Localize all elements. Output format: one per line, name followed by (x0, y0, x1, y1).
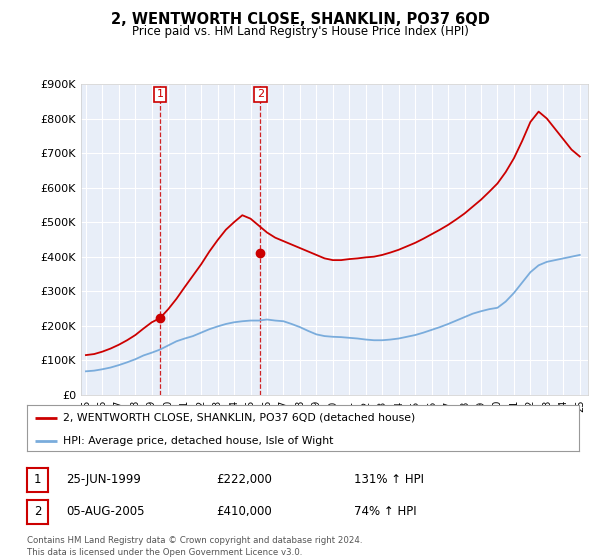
Text: £410,000: £410,000 (216, 505, 272, 519)
Text: 131% ↑ HPI: 131% ↑ HPI (354, 473, 424, 487)
Text: 2, WENTWORTH CLOSE, SHANKLIN, PO37 6QD: 2, WENTWORTH CLOSE, SHANKLIN, PO37 6QD (110, 12, 490, 27)
Text: 1: 1 (157, 90, 164, 99)
Text: £222,000: £222,000 (216, 473, 272, 487)
Text: 74% ↑ HPI: 74% ↑ HPI (354, 505, 416, 519)
Text: HPI: Average price, detached house, Isle of Wight: HPI: Average price, detached house, Isle… (63, 436, 333, 446)
Text: 1: 1 (34, 473, 41, 487)
Text: 2: 2 (34, 505, 41, 519)
Text: 05-AUG-2005: 05-AUG-2005 (66, 505, 145, 519)
Text: Contains HM Land Registry data © Crown copyright and database right 2024.
This d: Contains HM Land Registry data © Crown c… (27, 536, 362, 557)
Text: 2, WENTWORTH CLOSE, SHANKLIN, PO37 6QD (detached house): 2, WENTWORTH CLOSE, SHANKLIN, PO37 6QD (… (63, 413, 415, 423)
Text: 2: 2 (257, 90, 264, 99)
Text: Price paid vs. HM Land Registry's House Price Index (HPI): Price paid vs. HM Land Registry's House … (131, 25, 469, 38)
Text: 25-JUN-1999: 25-JUN-1999 (66, 473, 141, 487)
